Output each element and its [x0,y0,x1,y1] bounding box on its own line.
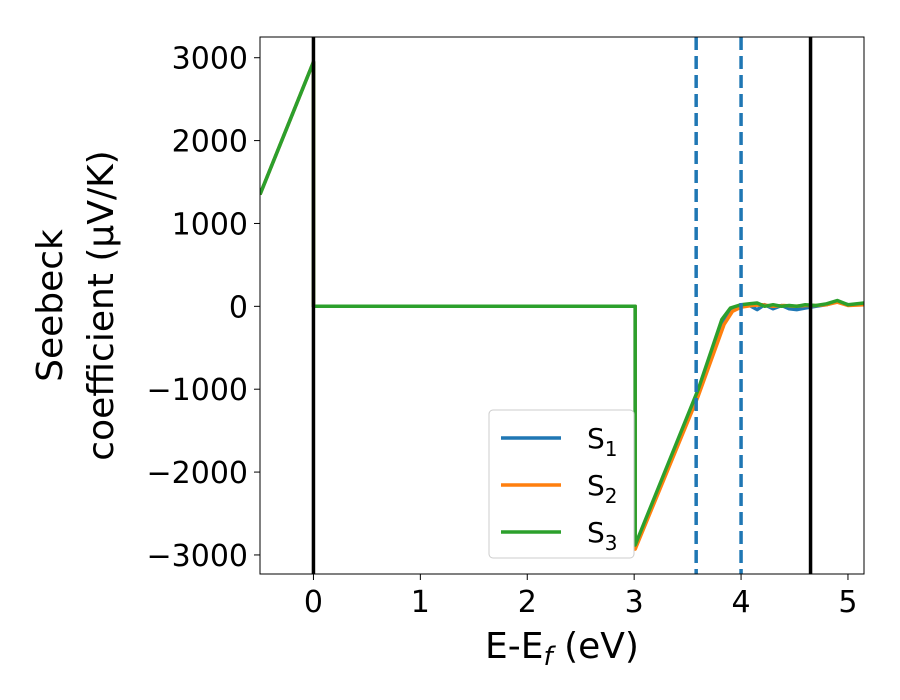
reference-lines [311,37,813,574]
x-tick-label: 5 [838,585,857,620]
y-axis-ticks: 3000 2000 1000 0 −1000 −2000 −3000 [147,42,260,574]
legend-label-s2: S2 [587,469,618,508]
x-axis-title: E-Ef (eV) [485,626,639,672]
y-tick-label: −3000 [147,539,248,574]
y-axis-title-line-1: Seebeck [30,229,71,382]
y-axis-title: Seebeck coefficient (μV/K) [30,150,122,460]
x-tick-label: 4 [732,585,751,620]
x-axis-title-base: E-E [485,626,543,667]
plot-area-frame [259,36,865,575]
x-tick-label: 0 [304,585,323,620]
y-axis-title-line-2: coefficient (μV/K) [81,150,122,460]
y-tick-label: 0 [229,290,248,325]
legend-frame [488,409,635,559]
legend-label-s1: S1 [587,422,618,461]
x-axis-ticks: 0 1 2 3 4 5 [304,574,858,620]
y-tick-label: −2000 [147,456,248,491]
series-line-s3 [260,60,864,547]
x-tick-label: 1 [411,585,430,620]
y-tick-label: 1000 [172,207,248,242]
x-tick-label: 3 [625,585,644,620]
legend: S1 S2 S3 [488,409,635,559]
y-tick-label: 3000 [172,42,248,77]
y-tick-label: 2000 [172,125,248,160]
x-axis-title-unit: (eV) [553,626,639,667]
y-tick-label: −1000 [147,373,248,408]
series-layer [260,60,864,551]
x-tick-label: 2 [518,585,537,620]
legend-label-s3: S3 [587,516,618,555]
